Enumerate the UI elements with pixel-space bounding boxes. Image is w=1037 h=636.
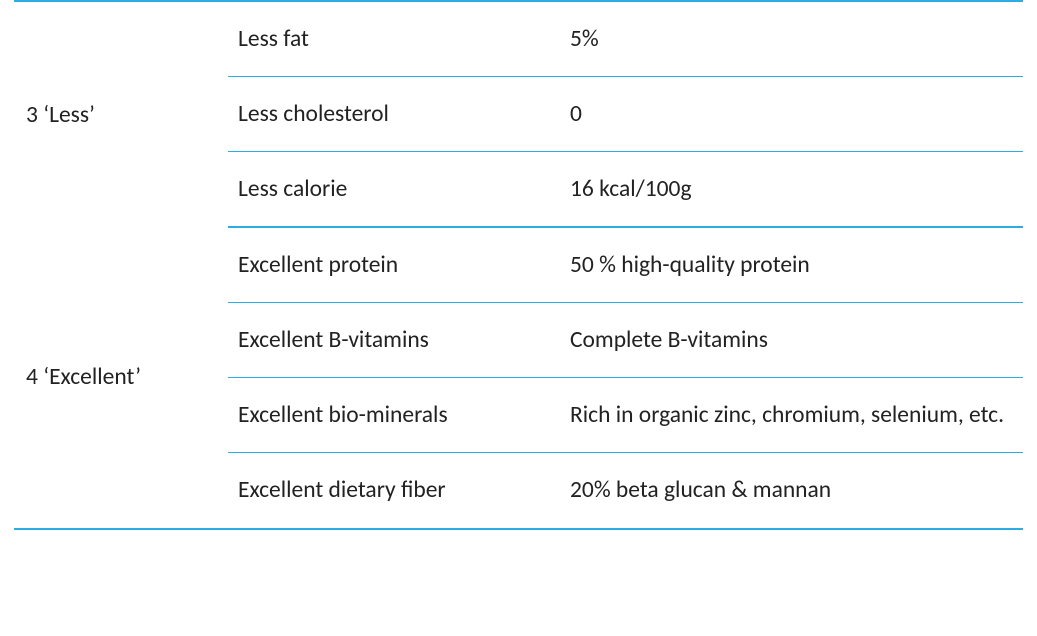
attribute-cell: Less fat xyxy=(228,1,560,77)
nutrition-table: 3 ‘Less’ Less fat 5% Less cholesterol 0 … xyxy=(14,0,1023,530)
value-cell: 0 xyxy=(560,77,1023,152)
attribute-cell: Less cholesterol xyxy=(228,77,560,152)
group-label: 3 ‘Less’ xyxy=(14,1,228,227)
value-cell: 5% xyxy=(560,1,1023,77)
value-cell: Rich in organic zinc, chromium, selenium… xyxy=(560,378,1023,453)
value-cell: 16 kcal/100g xyxy=(560,152,1023,228)
value-cell: 50 % high-quality protein xyxy=(560,227,1023,303)
attribute-cell: Excellent dietary fiber xyxy=(228,453,560,529)
attribute-cell: Excellent B-vitamins xyxy=(228,303,560,378)
group-label: 4 ‘Excellent’ xyxy=(14,227,228,528)
attribute-cell: Excellent bio-minerals xyxy=(228,378,560,453)
value-cell: Complete B-vitamins xyxy=(560,303,1023,378)
value-cell: 20% beta glucan & mannan xyxy=(560,453,1023,529)
attribute-cell: Less calorie xyxy=(228,152,560,228)
attribute-cell: Excellent protein xyxy=(228,227,560,303)
